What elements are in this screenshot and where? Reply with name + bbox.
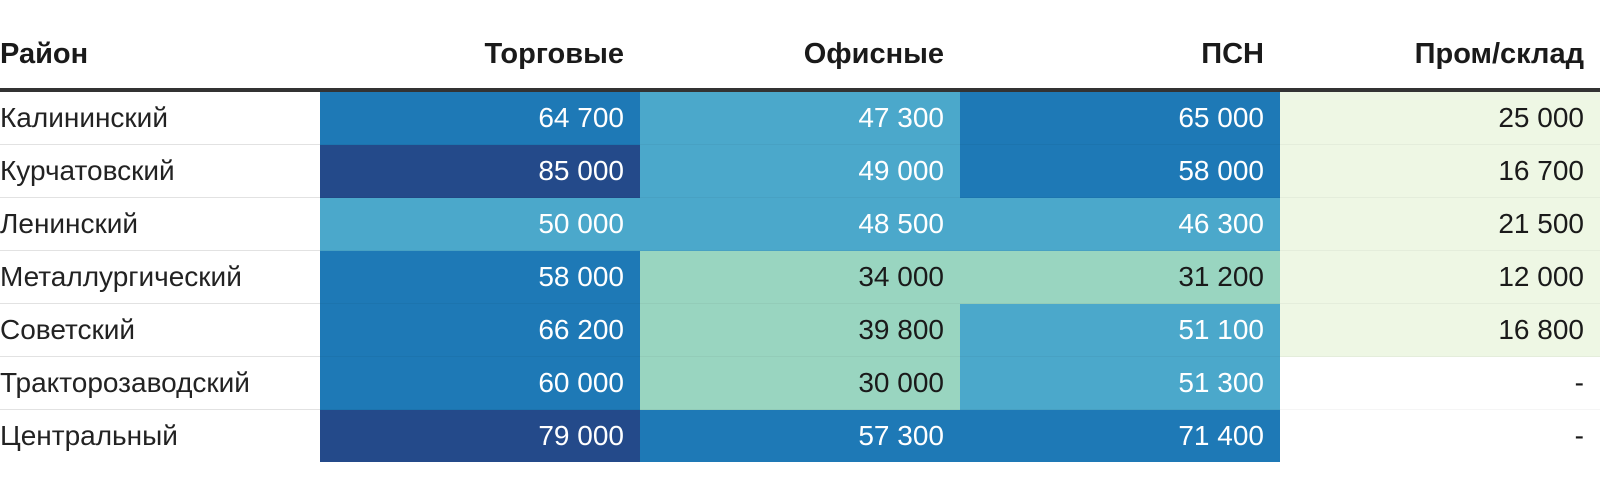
office-price-cell: 39 800 [640,303,960,357]
office-price-cell: 57 300 [640,409,960,462]
column-header-district: Район [0,20,320,92]
district-name: Курчатовский [0,144,320,198]
table-row: Калининский 64 700 47 300 65 000 25 000 [0,90,1600,145]
industrial-price-cell: 16 800 [1280,303,1600,357]
retail-price-cell: 58 000 [320,250,640,304]
rent-price-table: Район Торговые Офисные ПСН Пром/склад Ка… [0,20,1600,462]
industrial-price-cell: - [1280,356,1600,410]
industrial-price-cell: 16 700 [1280,144,1600,198]
table-row: Ленинский 50 000 48 500 46 300 21 500 [0,197,1600,251]
psn-price-cell: 65 000 [960,90,1280,145]
office-price-cell: 48 500 [640,197,960,251]
industrial-price-cell: 21 500 [1280,197,1600,251]
psn-price-cell: 31 200 [960,250,1280,304]
psn-price-cell: 51 100 [960,303,1280,357]
psn-price-cell: 46 300 [960,197,1280,251]
retail-price-cell: 85 000 [320,144,640,198]
district-name: Ленинский [0,197,320,251]
district-name: Центральный [0,420,178,451]
industrial-price-cell: 25 000 [1280,90,1600,145]
retail-price-cell: 50 000 [320,197,640,251]
column-header-industrial: Пром/склад [1280,20,1600,92]
district-name: Металлургический [0,250,320,304]
column-header-psn: ПСН [960,20,1280,92]
office-price-cell: 30 000 [640,356,960,410]
table-row: Металлургический 58 000 34 000 31 200 12 000 [0,250,1600,304]
retail-price-cell: 66 200 [320,303,640,357]
retail-price-cell: 64 700 [320,90,640,145]
office-price-cell: 47 300 [640,90,960,145]
column-header-office: Офисные [640,20,960,92]
psn-price-cell: 51 300 [960,356,1280,410]
retail-price-cell: 60 000 [320,356,640,410]
industrial-price-cell: - [1280,409,1600,462]
table-body: Калининский 64 700 47 300 65 000 25 000 Курча… [0,90,1600,462]
column-header-retail: Торговые [320,20,640,92]
psn-price-cell: 71 400 [960,409,1280,462]
table-row: Центральный 79 000 57 300 71 400- [0,409,1600,462]
district-name: Калининский [0,90,320,145]
office-price-cell: 34 000 [640,250,960,304]
industrial-price-cell: 12 000 [1280,250,1600,304]
table-row: Курчатовский 85 000 49 000 58 000 16 700 [0,144,1600,198]
table-row: Советский 66 200 39 800 51 100 16 800 [0,303,1600,357]
retail-price-cell: 79 000 [320,409,640,462]
district-name: Тракторозаводский [0,356,320,410]
header-row: Район Торговые Офисные ПСН Пром/склад [0,20,1600,92]
psn-price-cell: 58 000 [960,144,1280,198]
table-row: Тракторозаводский 60 000 30 000 51 300- [0,356,1600,410]
district-name: Советский [0,303,320,357]
office-price-cell: 49 000 [640,144,960,198]
